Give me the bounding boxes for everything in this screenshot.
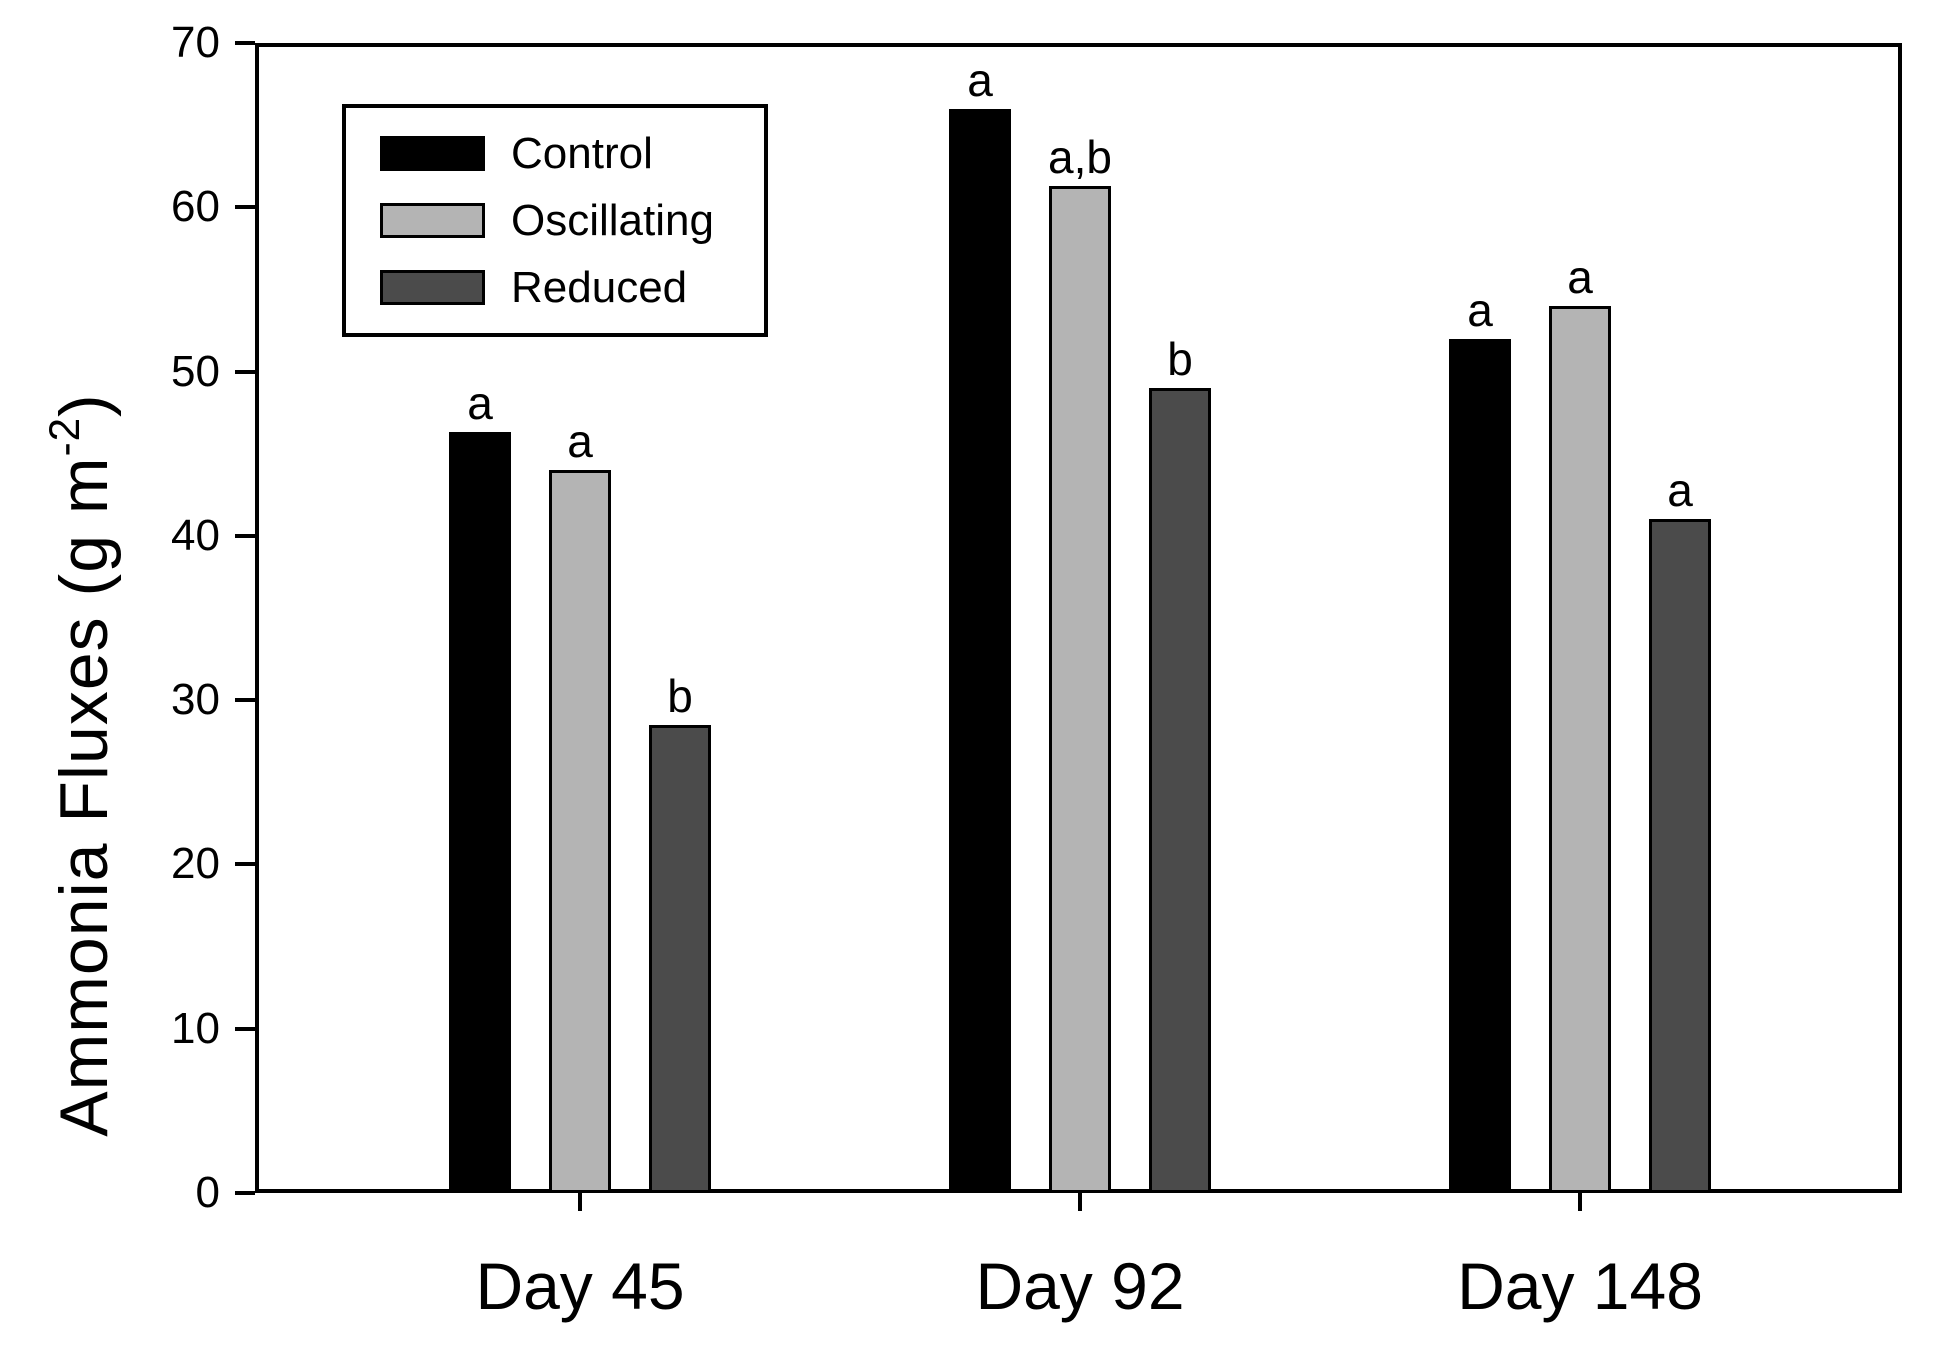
y-tick-20 <box>235 862 255 867</box>
y-tick-50 <box>235 369 255 374</box>
bar-oscillating-day-92 <box>1049 185 1111 1193</box>
x-tick-day-92 <box>1078 1193 1082 1211</box>
y-tick-label-30: 30 <box>171 675 220 725</box>
bar-oscillating-day-148 <box>1549 305 1611 1193</box>
significance-label-oscillating-day-45: a <box>567 415 593 468</box>
x-axis-label-day-92: Day 92 <box>975 1249 1185 1323</box>
bar-reduced-day-92 <box>1149 388 1211 1193</box>
legend-swatch-control <box>380 136 485 171</box>
y-tick-70 <box>235 41 255 45</box>
bar-oscillating-day-45 <box>549 470 611 1193</box>
legend-swatch-oscillating <box>380 203 485 238</box>
significance-label-oscillating-day-92: a,b <box>1048 130 1112 183</box>
y-tick-label-20: 20 <box>171 839 220 889</box>
y-tick-label-40: 40 <box>171 510 220 560</box>
legend-label-reduced: Reduced <box>511 262 688 312</box>
legend: Control Oscillating Reduced <box>342 104 768 337</box>
significance-label-oscillating-day-148: a <box>1567 250 1593 303</box>
x-axis-label-day-148: Day 148 <box>1457 1249 1703 1323</box>
legend-swatch-reduced <box>380 270 485 305</box>
legend-label-control: Control <box>511 128 653 178</box>
y-tick-label-70: 70 <box>171 18 220 67</box>
bar-reduced-day-45 <box>649 724 711 1193</box>
y-tick-30 <box>235 698 255 703</box>
y-tick-label-50: 50 <box>171 346 220 396</box>
legend-item-oscillating: Oscillating <box>380 195 764 245</box>
legend-item-reduced: Reduced <box>380 262 764 312</box>
x-tick-day-45 <box>578 1193 582 1211</box>
significance-label-control-day-148: a <box>1467 283 1493 336</box>
significance-label-control-day-92: a <box>967 53 993 106</box>
significance-label-reduced-day-148: a <box>1667 464 1693 517</box>
bar-control-day-92 <box>949 108 1011 1193</box>
y-tick-10 <box>235 1026 255 1031</box>
x-axis-label-day-45: Day 45 <box>475 1249 685 1323</box>
y-tick-60 <box>235 205 255 210</box>
y-tick-label-10: 10 <box>171 1003 220 1053</box>
y-tick-label-60: 60 <box>171 182 220 232</box>
y-axis-title-superscript: -2 <box>41 416 88 457</box>
bar-control-day-45 <box>449 432 511 1193</box>
y-axis-title-suffix: ) <box>46 393 122 417</box>
significance-label-reduced-day-92: b <box>1167 333 1193 385</box>
x-tick-day-148 <box>1578 1193 1582 1211</box>
y-tick-0 <box>235 1191 255 1195</box>
bar-control-day-148 <box>1449 338 1511 1193</box>
y-tick-label-0: 0 <box>195 1168 220 1217</box>
significance-label-reduced-day-45: b <box>667 669 693 722</box>
significance-label-control-day-45: a <box>467 377 493 430</box>
y-tick-40 <box>235 533 255 538</box>
bar-reduced-day-148 <box>1649 519 1711 1193</box>
legend-item-control: Control <box>380 128 764 178</box>
legend-label-oscillating: Oscillating <box>511 195 714 245</box>
